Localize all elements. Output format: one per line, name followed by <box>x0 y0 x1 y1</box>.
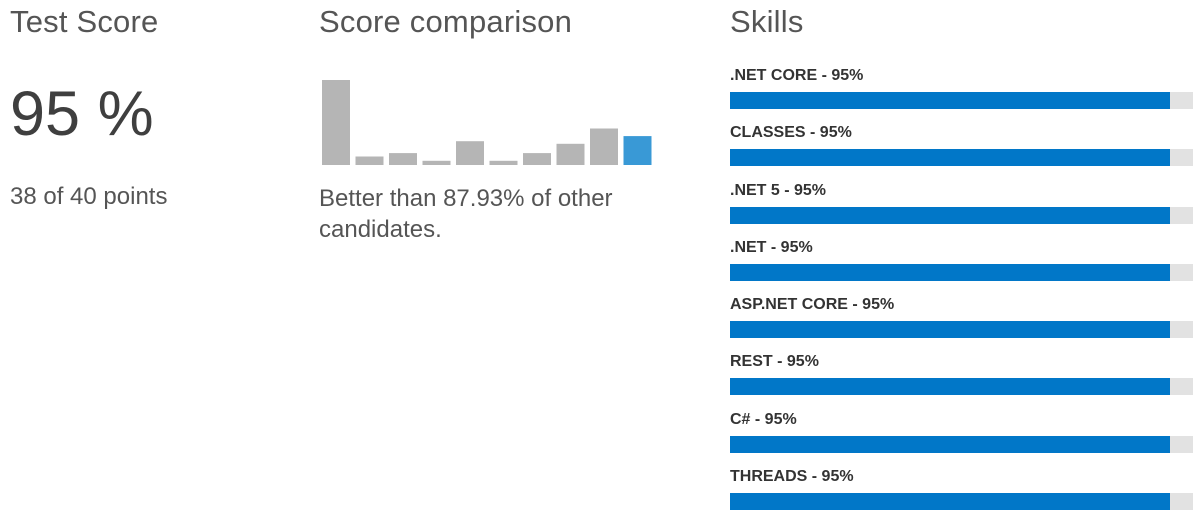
skills-list: .NET CORE - 95% CLASSES - 95% .NET 5 - 9… <box>730 66 1194 524</box>
skill-label: REST - 95% <box>730 353 819 371</box>
skill-progress-track <box>730 206 1193 224</box>
skill-progress-fill <box>730 378 1170 396</box>
histogram-bar <box>389 153 417 165</box>
skill-item: THREADS - 95% <box>730 467 1194 524</box>
histogram-bar <box>489 160 518 165</box>
skill-item: C# - 95% <box>730 410 1194 467</box>
score-percentage: 95 % <box>10 79 154 149</box>
skill-progress-track <box>730 92 1193 109</box>
histogram-bar <box>556 143 585 165</box>
skill-item: REST - 95% <box>730 352 1194 409</box>
histogram-bar <box>523 153 551 165</box>
skill-progress-fill <box>730 263 1170 281</box>
histogram-bar-candidate <box>623 136 652 165</box>
skill-progress-track <box>730 149 1193 167</box>
histogram-bar <box>422 160 451 165</box>
skill-label: ASP.NET CORE - 95% <box>730 296 895 314</box>
points-text: 38 of 40 points <box>10 183 168 210</box>
score-comparison-title: Score comparison <box>319 4 573 39</box>
skill-progress-fill <box>730 493 1170 511</box>
skill-progress-track <box>730 493 1193 511</box>
skill-label: CLASSES - 95% <box>730 124 852 142</box>
skill-item: ASP.NET CORE - 95% <box>730 295 1194 352</box>
skill-progress-track <box>730 321 1193 339</box>
score-comparison-chart <box>322 80 652 165</box>
skill-label: .NET CORE - 95% <box>730 67 864 84</box>
skill-item: .NET 5 - 95% <box>730 181 1194 238</box>
histogram-bar <box>355 156 384 165</box>
histogram-bar <box>590 128 618 165</box>
skill-progress-fill <box>730 92 1170 109</box>
skill-progress-fill <box>730 435 1170 453</box>
histogram-bar <box>456 141 484 165</box>
skill-progress-track <box>730 435 1193 453</box>
skill-item: .NET - 95% <box>730 238 1194 295</box>
skill-progress-track <box>730 378 1193 396</box>
skill-label: .NET 5 - 95% <box>730 181 827 199</box>
histogram-bar <box>322 80 350 165</box>
skill-label: C# - 95% <box>730 410 797 428</box>
skill-label: .NET - 95% <box>730 238 813 256</box>
skill-item: .NET CORE - 95% <box>730 66 1194 123</box>
comparison-text: Better than 87.93% of other candidates. <box>319 185 613 243</box>
skill-item: CLASSES - 95% <box>730 123 1194 180</box>
skill-progress-fill <box>730 206 1170 224</box>
skill-progress-fill <box>730 321 1170 339</box>
skill-progress-track <box>730 263 1193 281</box>
skills-title: Skills <box>730 4 804 39</box>
skill-progress-fill <box>730 149 1170 167</box>
test-score-title: Test Score <box>10 4 159 39</box>
skill-label: THREADS - 95% <box>730 468 854 486</box>
